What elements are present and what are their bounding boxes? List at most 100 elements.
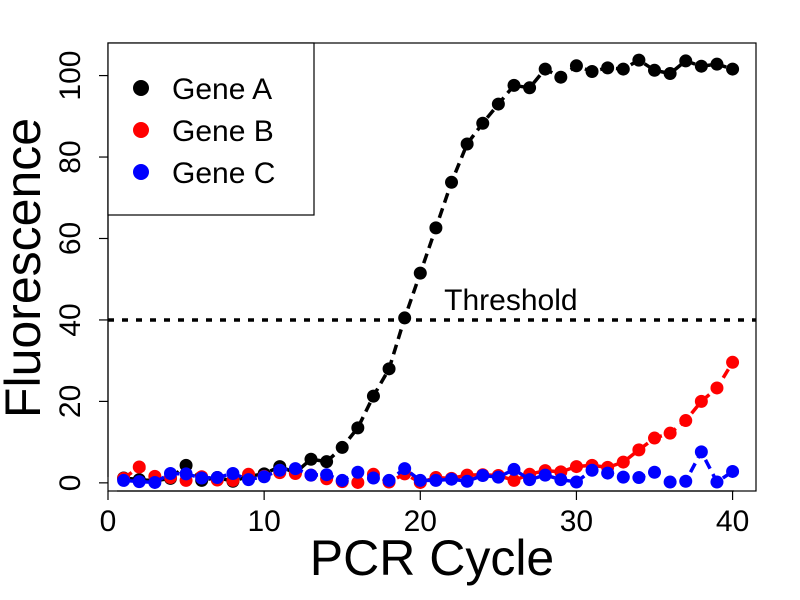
data-point-gene-a	[413, 266, 427, 280]
data-point-gene-c	[694, 445, 708, 459]
data-point-gene-a	[585, 65, 599, 79]
data-point-gene-c	[491, 470, 505, 484]
series-line-gene-c	[123, 450, 734, 485]
data-point-gene-c	[288, 462, 302, 476]
data-point-gene-c	[585, 463, 599, 477]
threshold-label: Threshold	[444, 284, 577, 317]
data-point-gene-c	[523, 473, 537, 487]
x-tick-label: 40	[716, 505, 749, 538]
series-layer	[117, 53, 740, 489]
data-point-gene-b	[132, 460, 146, 474]
data-point-gene-a	[304, 452, 318, 466]
data-point-gene-c	[663, 475, 677, 489]
data-point-gene-a	[335, 440, 349, 454]
data-point-gene-a	[726, 62, 740, 76]
legend-marker-gene-a	[133, 80, 149, 96]
y-tick-label: 20	[54, 385, 87, 418]
data-point-gene-c	[210, 471, 224, 485]
data-point-gene-c	[226, 466, 240, 480]
data-point-gene-a	[694, 59, 708, 73]
data-point-gene-b	[663, 426, 677, 440]
series-gene-c	[117, 445, 740, 489]
data-point-gene-c	[273, 463, 287, 477]
y-tick-label: 80	[54, 140, 87, 173]
data-point-gene-c	[648, 465, 662, 479]
data-point-gene-c	[710, 475, 724, 489]
x-axis-title: PCR Cycle	[310, 530, 554, 586]
data-point-gene-c	[413, 473, 427, 487]
data-point-gene-b	[616, 455, 630, 469]
data-point-gene-a	[476, 116, 490, 130]
data-point-gene-a	[538, 62, 552, 76]
legend-marker-gene-b	[133, 122, 149, 138]
data-point-gene-c	[320, 468, 334, 482]
y-tick-label: 60	[54, 222, 87, 255]
data-point-gene-c	[382, 473, 396, 487]
data-point-gene-c	[476, 469, 490, 483]
data-point-gene-c	[398, 462, 412, 476]
data-point-gene-c	[679, 474, 693, 488]
data-point-gene-c	[632, 471, 646, 485]
data-point-gene-c	[179, 467, 193, 481]
data-point-gene-b	[726, 355, 740, 369]
data-point-gene-b	[694, 394, 708, 408]
data-point-gene-c	[132, 475, 146, 489]
data-point-gene-c	[366, 471, 380, 485]
data-point-gene-a	[445, 175, 459, 189]
data-point-gene-c	[148, 475, 162, 489]
legend-label-gene-b: Gene B	[172, 115, 274, 148]
data-point-gene-b	[351, 475, 365, 489]
data-point-gene-c	[507, 462, 521, 476]
data-point-gene-a	[648, 63, 662, 77]
data-point-gene-a	[507, 78, 521, 92]
data-point-gene-a	[616, 62, 630, 76]
data-point-gene-c	[429, 473, 443, 487]
y-axis-title: Fluorescence	[0, 118, 51, 418]
data-point-gene-a	[554, 70, 568, 84]
data-point-gene-a	[710, 57, 724, 71]
data-point-gene-c	[538, 468, 552, 482]
data-point-gene-a	[601, 61, 615, 75]
data-point-gene-b	[710, 381, 724, 395]
data-point-gene-b	[569, 460, 583, 474]
data-point-gene-c	[616, 470, 630, 484]
data-point-gene-c	[304, 468, 318, 482]
data-point-gene-c	[242, 473, 256, 487]
data-point-gene-a	[460, 137, 474, 151]
data-point-gene-a	[398, 311, 412, 325]
data-point-gene-c	[351, 465, 365, 479]
data-point-gene-a	[523, 81, 537, 95]
data-point-gene-a	[429, 221, 443, 235]
data-point-gene-b	[648, 431, 662, 445]
data-point-gene-c	[117, 473, 131, 487]
plot-area: 0 10 20 30 40 0 20 40 60 80 100 Threshold	[54, 42, 757, 538]
legend-label-gene-c: Gene C	[172, 157, 275, 190]
y-tick-label: 40	[54, 303, 87, 336]
x-tick-label: 30	[560, 505, 593, 538]
legend-item-gene-a: Gene A	[133, 73, 272, 106]
data-point-gene-b	[507, 473, 521, 487]
data-point-gene-c	[163, 466, 177, 480]
data-point-gene-a	[320, 455, 334, 469]
series-line-gene-b	[122, 361, 735, 485]
data-point-gene-a	[366, 389, 380, 403]
threshold-layer: Threshold	[108, 284, 756, 322]
data-point-gene-c	[460, 474, 474, 488]
legend-marker-gene-c	[133, 164, 149, 180]
legend-item-gene-c: Gene C	[133, 157, 275, 190]
series-line-gene-a	[123, 58, 734, 483]
data-point-gene-a	[632, 53, 646, 67]
data-point-gene-c	[257, 470, 271, 484]
data-point-gene-b	[679, 414, 693, 428]
x-axis-ticks: 0 10 20 30 40	[100, 491, 749, 538]
y-tick-label: 0	[54, 475, 87, 492]
data-point-gene-c	[601, 466, 615, 480]
y-tick-label: 100	[54, 51, 87, 101]
data-point-gene-c	[554, 473, 568, 487]
legend-label-gene-a: Gene A	[172, 73, 272, 106]
x-tick-label: 10	[247, 505, 280, 538]
data-point-gene-a	[679, 54, 693, 68]
y-axis-ticks: 0 20 40 60 80 100	[54, 51, 108, 492]
legend-item-gene-b: Gene B	[133, 115, 274, 148]
